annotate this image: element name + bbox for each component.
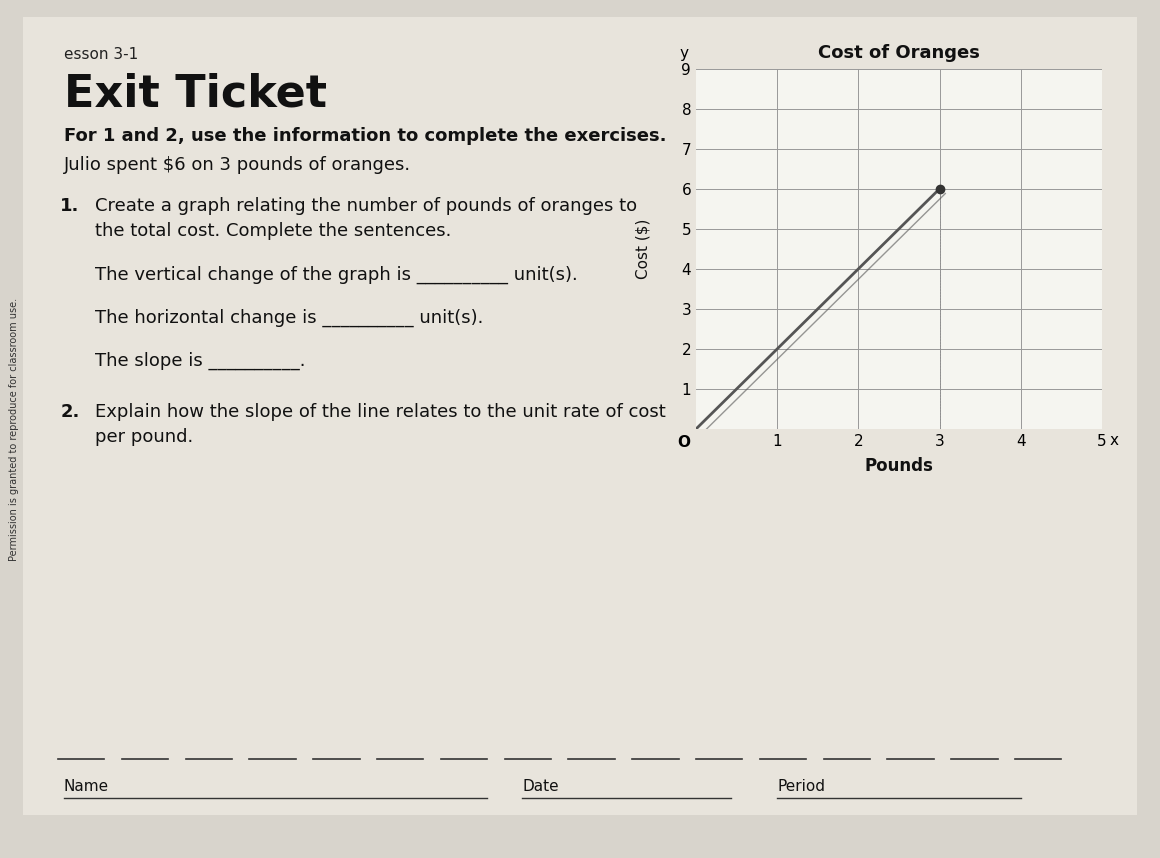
Text: The horizontal change is __________ unit(s).: The horizontal change is __________ unit… <box>95 309 484 327</box>
Text: O: O <box>677 435 690 450</box>
Text: For 1 and 2, use the information to complete the exercises.: For 1 and 2, use the information to comp… <box>64 127 666 145</box>
Text: esson 3-1: esson 3-1 <box>64 47 138 62</box>
Text: The slope is __________.: The slope is __________. <box>95 352 305 370</box>
Text: Cost ($): Cost ($) <box>636 219 651 279</box>
FancyBboxPatch shape <box>23 17 1137 815</box>
Text: Julio spent $6 on 3 pounds of oranges.: Julio spent $6 on 3 pounds of oranges. <box>64 156 411 174</box>
Title: Cost of Oranges: Cost of Oranges <box>818 44 980 62</box>
Text: Name: Name <box>64 779 109 794</box>
Text: Explain how the slope of the line relates to the unit rate of cost
per pound.: Explain how the slope of the line relate… <box>95 403 666 446</box>
Text: x: x <box>1110 433 1118 448</box>
Text: 1.: 1. <box>60 197 80 215</box>
Text: y: y <box>680 45 688 61</box>
Text: The vertical change of the graph is __________ unit(s).: The vertical change of the graph is ____… <box>95 266 578 284</box>
Text: Date: Date <box>522 779 559 794</box>
Text: 2.: 2. <box>60 403 80 421</box>
Text: Period: Period <box>777 779 825 794</box>
X-axis label: Pounds: Pounds <box>864 457 934 475</box>
Text: Exit Ticket: Exit Ticket <box>64 73 327 116</box>
Text: Permission is granted to reproduce for classroom use.: Permission is granted to reproduce for c… <box>9 298 19 560</box>
Text: Create a graph relating the number of pounds of oranges to
the total cost. Compl: Create a graph relating the number of po… <box>95 197 637 240</box>
